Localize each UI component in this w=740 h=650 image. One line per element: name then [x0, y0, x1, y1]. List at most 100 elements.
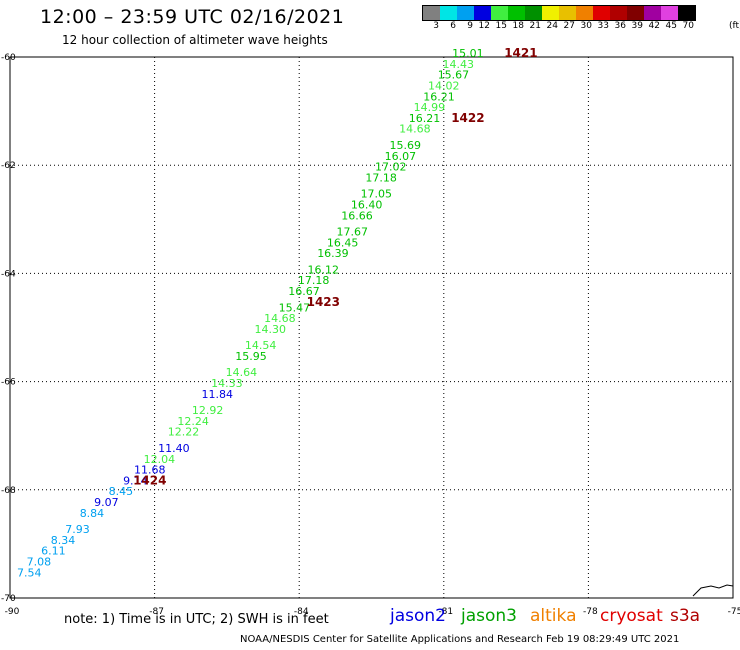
legend-label-42: 42 [648, 21, 660, 31]
wave-height-value: 14.43 [443, 58, 475, 71]
wave-height-value: 14.54 [245, 339, 277, 352]
legend-label-30: 30 [580, 21, 592, 31]
lon-tick-label: -87 [149, 607, 164, 617]
legend-swatch-3 [423, 6, 440, 20]
legend-label-70: 70 [682, 21, 694, 31]
wave-height-value: 14.99 [414, 101, 446, 114]
wave-height-value: 16.39 [317, 247, 349, 260]
time-label: 1424 [133, 473, 166, 487]
time-label: 1423 [307, 295, 340, 309]
wave-height-value: 17.18 [298, 274, 330, 287]
wave-height-value: 12.24 [177, 415, 209, 428]
credit-line: NOAA/NESDIS Center for Satellite Applica… [240, 634, 680, 645]
lat-tick-label: -70 [1, 594, 16, 604]
wave-height-value: 16.12 [308, 263, 340, 276]
legend-swatch-70 [678, 6, 695, 20]
wave-height-value: 17.02 [375, 161, 407, 174]
legend-label-18: 18 [512, 21, 524, 31]
legend-swatch-18 [508, 6, 525, 20]
legend-labels: 3 6 9 12 15 18 21 24 27 30 33 36 39 42 45 70 [422, 21, 694, 31]
lat-tick-label: -62 [1, 161, 16, 171]
legend-label-6: 6 [450, 21, 456, 31]
satellite-label-cryosat: cryosat [600, 606, 663, 626]
wave-height-value: 16.67 [288, 285, 320, 298]
legend-swatch-21 [525, 6, 542, 20]
lon-tick-label: -78 [583, 607, 598, 617]
legend-swatch-12 [474, 6, 491, 20]
lon-tick-label: -90 [5, 607, 20, 617]
map-subtitle: 12 hour collection of altimeter wave hei… [62, 33, 328, 47]
satellite-label-jason3: jason3 [461, 606, 517, 626]
wave-height-value: 15.01 [452, 47, 484, 60]
lat-tick-label: -60 [1, 53, 16, 63]
wave-height-value: 15.95 [235, 350, 267, 363]
legend-swatch-42 [644, 6, 661, 20]
legend-label-15: 15 [495, 21, 507, 31]
legend-swatch-15 [491, 6, 508, 20]
wave-height-value: 14.30 [255, 323, 287, 336]
wave-height-value: 16.21 [409, 112, 441, 125]
wave-height-value: 14.68 [399, 123, 431, 136]
wave-height-value: 15.67 [438, 69, 470, 82]
legend-swatch-30 [576, 6, 593, 20]
legend-label-36: 36 [614, 21, 626, 31]
wave-height-value: 16.45 [327, 236, 359, 249]
wave-height-value: 11.68 [134, 464, 166, 477]
wave-height-value: 9.14 [123, 474, 148, 487]
legend-swatch-27 [559, 6, 576, 20]
footer-note: note: 1) Time is in UTC; 2) SWH is in fe… [64, 612, 329, 627]
satellite-label-altika: altika [530, 606, 577, 626]
lon-tick-label: -81 [438, 607, 453, 617]
wave-height-value: 7.08 [27, 556, 52, 569]
color-legend [422, 5, 696, 21]
wave-height-value: 8.84 [80, 507, 105, 520]
legend-swatch-24 [542, 6, 559, 20]
legend-label-27: 27 [563, 21, 575, 31]
legend-swatch-6 [440, 6, 457, 20]
legend-swatch-33 [593, 6, 610, 20]
wave-height-value: 17.18 [365, 171, 397, 184]
satellite-label-s3a: s3a [670, 606, 701, 626]
wave-height-value: 16.40 [351, 198, 383, 211]
map-title: 12:00 – 23:59 UTC 02/16/2021 [40, 6, 345, 28]
wave-height-value: 7.93 [65, 523, 90, 536]
legend-label-12: 12 [478, 21, 490, 31]
map-frame [9, 56, 734, 599]
lon-tick-label: -75 [728, 607, 740, 617]
wave-height-value: 14.02 [428, 79, 460, 92]
legend-swatch-45 [661, 6, 678, 20]
lat-tick-label: -66 [1, 378, 16, 388]
wave-height-value: 14.68 [264, 312, 296, 325]
wave-height-value: 12.04 [144, 453, 176, 466]
lat-tick-label: -64 [1, 269, 16, 279]
legend-label-24: 24 [546, 21, 558, 31]
wave-height-value: 16.66 [341, 209, 373, 222]
wave-height-value: 14.64 [226, 366, 258, 379]
wave-height-value: 6.11 [41, 545, 66, 558]
lon-tick-label: -84 [294, 607, 309, 617]
wave-height-value: 11.40 [158, 442, 190, 455]
legend-label-39: 39 [631, 21, 643, 31]
wave-height-value: 16.21 [423, 90, 455, 103]
wave-height-value: 12.92 [192, 404, 224, 417]
legend-swatch-36 [610, 6, 627, 20]
legend-label-21: 21 [529, 21, 541, 31]
legend-swatch-9 [457, 6, 474, 20]
wave-height-value: 16.07 [385, 150, 417, 163]
wave-height-value: 15.69 [389, 139, 421, 152]
legend-label-33: 33 [597, 21, 609, 31]
legend-label-3: 3 [433, 21, 439, 31]
wave-height-value: 8.45 [109, 485, 134, 498]
satellite-label-jason2: jason2 [390, 606, 446, 626]
coastline [692, 584, 734, 597]
wave-height-value: 14.33 [211, 377, 243, 390]
time-label: 1421 [504, 46, 537, 60]
legend-swatch-39 [627, 6, 644, 20]
wave-height-value: 11.84 [202, 388, 234, 401]
wave-height-value: 17.67 [336, 226, 368, 239]
lat-tick-label: -68 [1, 486, 16, 496]
legend-label-9: 9 [467, 21, 473, 31]
legend-unit: (ft) [729, 21, 740, 31]
wave-height-value: 12.22 [168, 426, 200, 439]
